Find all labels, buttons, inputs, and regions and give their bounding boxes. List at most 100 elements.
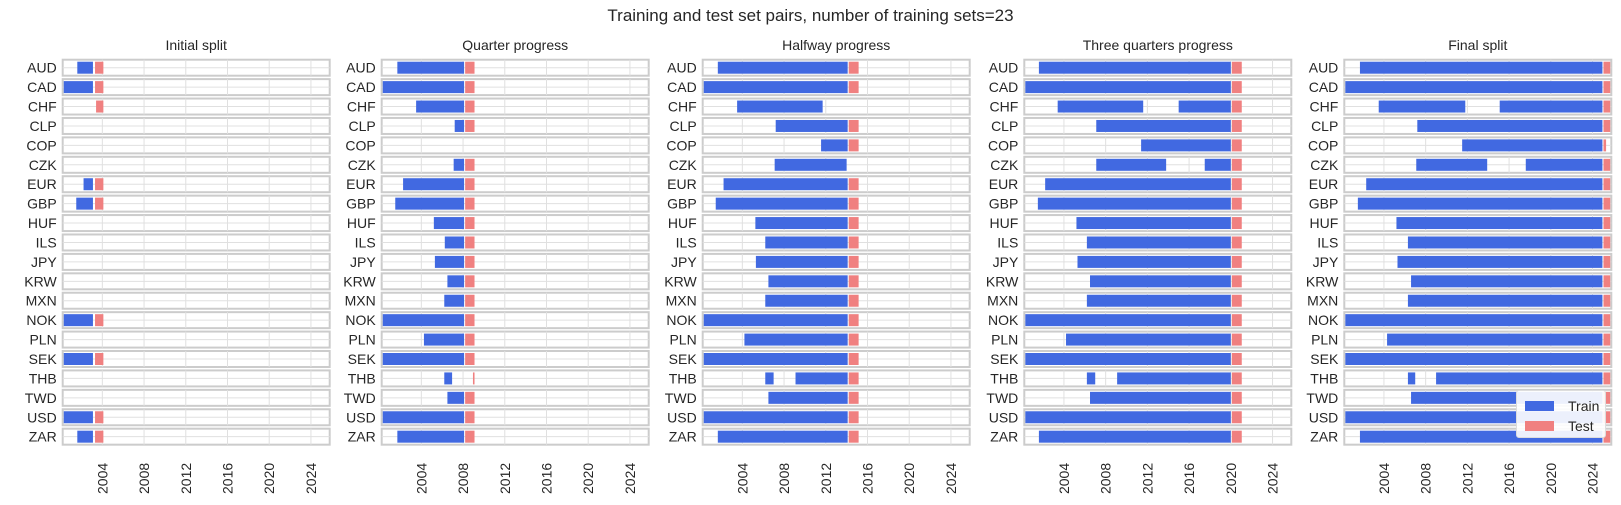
test-bar-thb — [1603, 372, 1611, 385]
train-bar-sek — [703, 353, 848, 365]
legend-item-test: Test — [1525, 418, 1594, 434]
y-tick-label: MXN — [26, 293, 57, 309]
test-bar-huf — [1603, 217, 1611, 230]
y-tick-label: TWD — [665, 390, 697, 406]
train-bar-thb — [1086, 372, 1096, 385]
x-tick-label: 2008 — [1418, 463, 1434, 494]
train-bar-eur — [403, 178, 465, 191]
train-bar-chf — [1057, 100, 1144, 113]
train-bar-nok — [703, 314, 848, 327]
y-tick-label: SEK — [348, 351, 377, 367]
x-tick-label: 2016 — [219, 463, 235, 494]
train-bar-eur — [723, 178, 848, 191]
test-bar-aud — [1603, 61, 1611, 74]
train-bar-chf — [737, 100, 823, 113]
train-bar-czk — [453, 158, 465, 171]
train-bar-krw — [447, 275, 465, 288]
train-bar-jpy — [1397, 255, 1603, 268]
x-tick-label: 2008 — [136, 463, 152, 494]
train-bar-eur — [1045, 178, 1231, 191]
y-tick-label: CAD — [1309, 79, 1339, 95]
train-bar-sek — [63, 353, 93, 365]
x-tick-label: 2016 — [1501, 463, 1517, 494]
test-bar-thb — [848, 372, 859, 385]
y-tick-label: ZAR — [1310, 429, 1338, 445]
test-bar-gbp — [465, 197, 475, 210]
train-bar-mxn — [765, 294, 848, 307]
test-bar-aud — [848, 61, 859, 74]
y-tick-label: CAD — [989, 79, 1019, 95]
train-bar-pln — [1066, 333, 1231, 346]
y-tick-label: CZK — [669, 157, 698, 173]
y-tick-label: PLN — [991, 332, 1018, 348]
x-tick-label: 2008 — [455, 463, 471, 494]
train-bar-thb — [444, 372, 453, 385]
y-tick-label: GBP — [667, 196, 697, 212]
y-tick-label: PLN — [1311, 332, 1338, 348]
y-tick-label: GBP — [27, 196, 57, 212]
y-tick-label: GBP — [989, 196, 1019, 212]
y-tick-label: SEK — [29, 351, 58, 367]
train-bar-jpy — [434, 255, 465, 268]
y-tick-label: SEK — [1310, 351, 1339, 367]
train-bar-nok — [382, 314, 465, 327]
y-tick-label: EUR — [27, 176, 57, 192]
x-tick-label: 2016 — [538, 463, 554, 494]
train-bar-jpy — [755, 255, 848, 268]
panel-title: Halfway progress — [782, 37, 890, 53]
test-bar-thb — [472, 372, 475, 385]
panel-title: Quarter progress — [462, 37, 568, 53]
y-tick-label: NOK — [1308, 312, 1339, 328]
train-bar-chf — [1378, 100, 1466, 113]
legend-item-train: Train — [1525, 398, 1599, 414]
train-bar-cop — [1462, 139, 1603, 152]
x-tick-label: 2020 — [1543, 463, 1559, 494]
train-bar-gbp — [1037, 197, 1231, 210]
test-bar-jpy — [848, 255, 859, 268]
y-tick-label: KRW — [24, 273, 57, 289]
y-tick-label: CHF — [668, 99, 697, 115]
test-bar-cop — [1231, 139, 1242, 152]
x-tick-label: 2020 — [1223, 463, 1239, 494]
train-bar-usd — [703, 411, 848, 424]
x-tick-label: 2020 — [901, 463, 917, 494]
train-bar-czk — [1416, 158, 1488, 171]
test-bar-ils — [1231, 236, 1242, 249]
train-bar-krw — [768, 275, 848, 288]
y-tick-label: CHF — [28, 99, 57, 115]
y-tick-label: USD — [1309, 409, 1339, 425]
y-tick-label: USD — [667, 409, 697, 425]
train-bar-cop — [821, 139, 848, 152]
test-bar-czk — [1231, 158, 1242, 171]
test-bar-pln — [1603, 333, 1611, 346]
test-bar-chf — [1603, 100, 1611, 113]
train-bar-mxn — [444, 294, 465, 307]
train-bar-mxn — [1407, 294, 1603, 307]
train-bar-nok — [1345, 314, 1603, 327]
y-tick-label: CLP — [991, 118, 1018, 134]
test-bar-nok — [1231, 314, 1242, 327]
panel-title: Final split — [1448, 37, 1507, 53]
y-tick-label: TWD — [25, 390, 57, 406]
test-bar-eur — [465, 178, 475, 191]
x-tick-label: 2008 — [776, 463, 792, 494]
test-bar-cop — [1603, 139, 1607, 152]
y-tick-label: THB — [29, 370, 57, 386]
test-bar-huf — [465, 217, 475, 230]
y-tick-label: HUF — [990, 215, 1019, 231]
test-bar-zar — [95, 430, 104, 443]
y-tick-label: COP — [345, 137, 375, 153]
y-tick-label: EUR — [346, 176, 376, 192]
train-bar-cad — [63, 81, 93, 94]
y-tick-label: THB — [1310, 370, 1338, 386]
test-bar-gbp — [95, 197, 104, 210]
y-tick-label: SEK — [669, 351, 698, 367]
train-bar-mxn — [1086, 294, 1231, 307]
train-bar-pln — [744, 333, 848, 346]
train-bar-huf — [1076, 217, 1231, 230]
test-bar-cad — [848, 81, 859, 94]
test-bar-jpy — [465, 255, 475, 268]
y-tick-label: KRW — [664, 273, 697, 289]
train-bar-aud — [1359, 61, 1603, 74]
y-tick-label: JPY — [671, 254, 697, 270]
